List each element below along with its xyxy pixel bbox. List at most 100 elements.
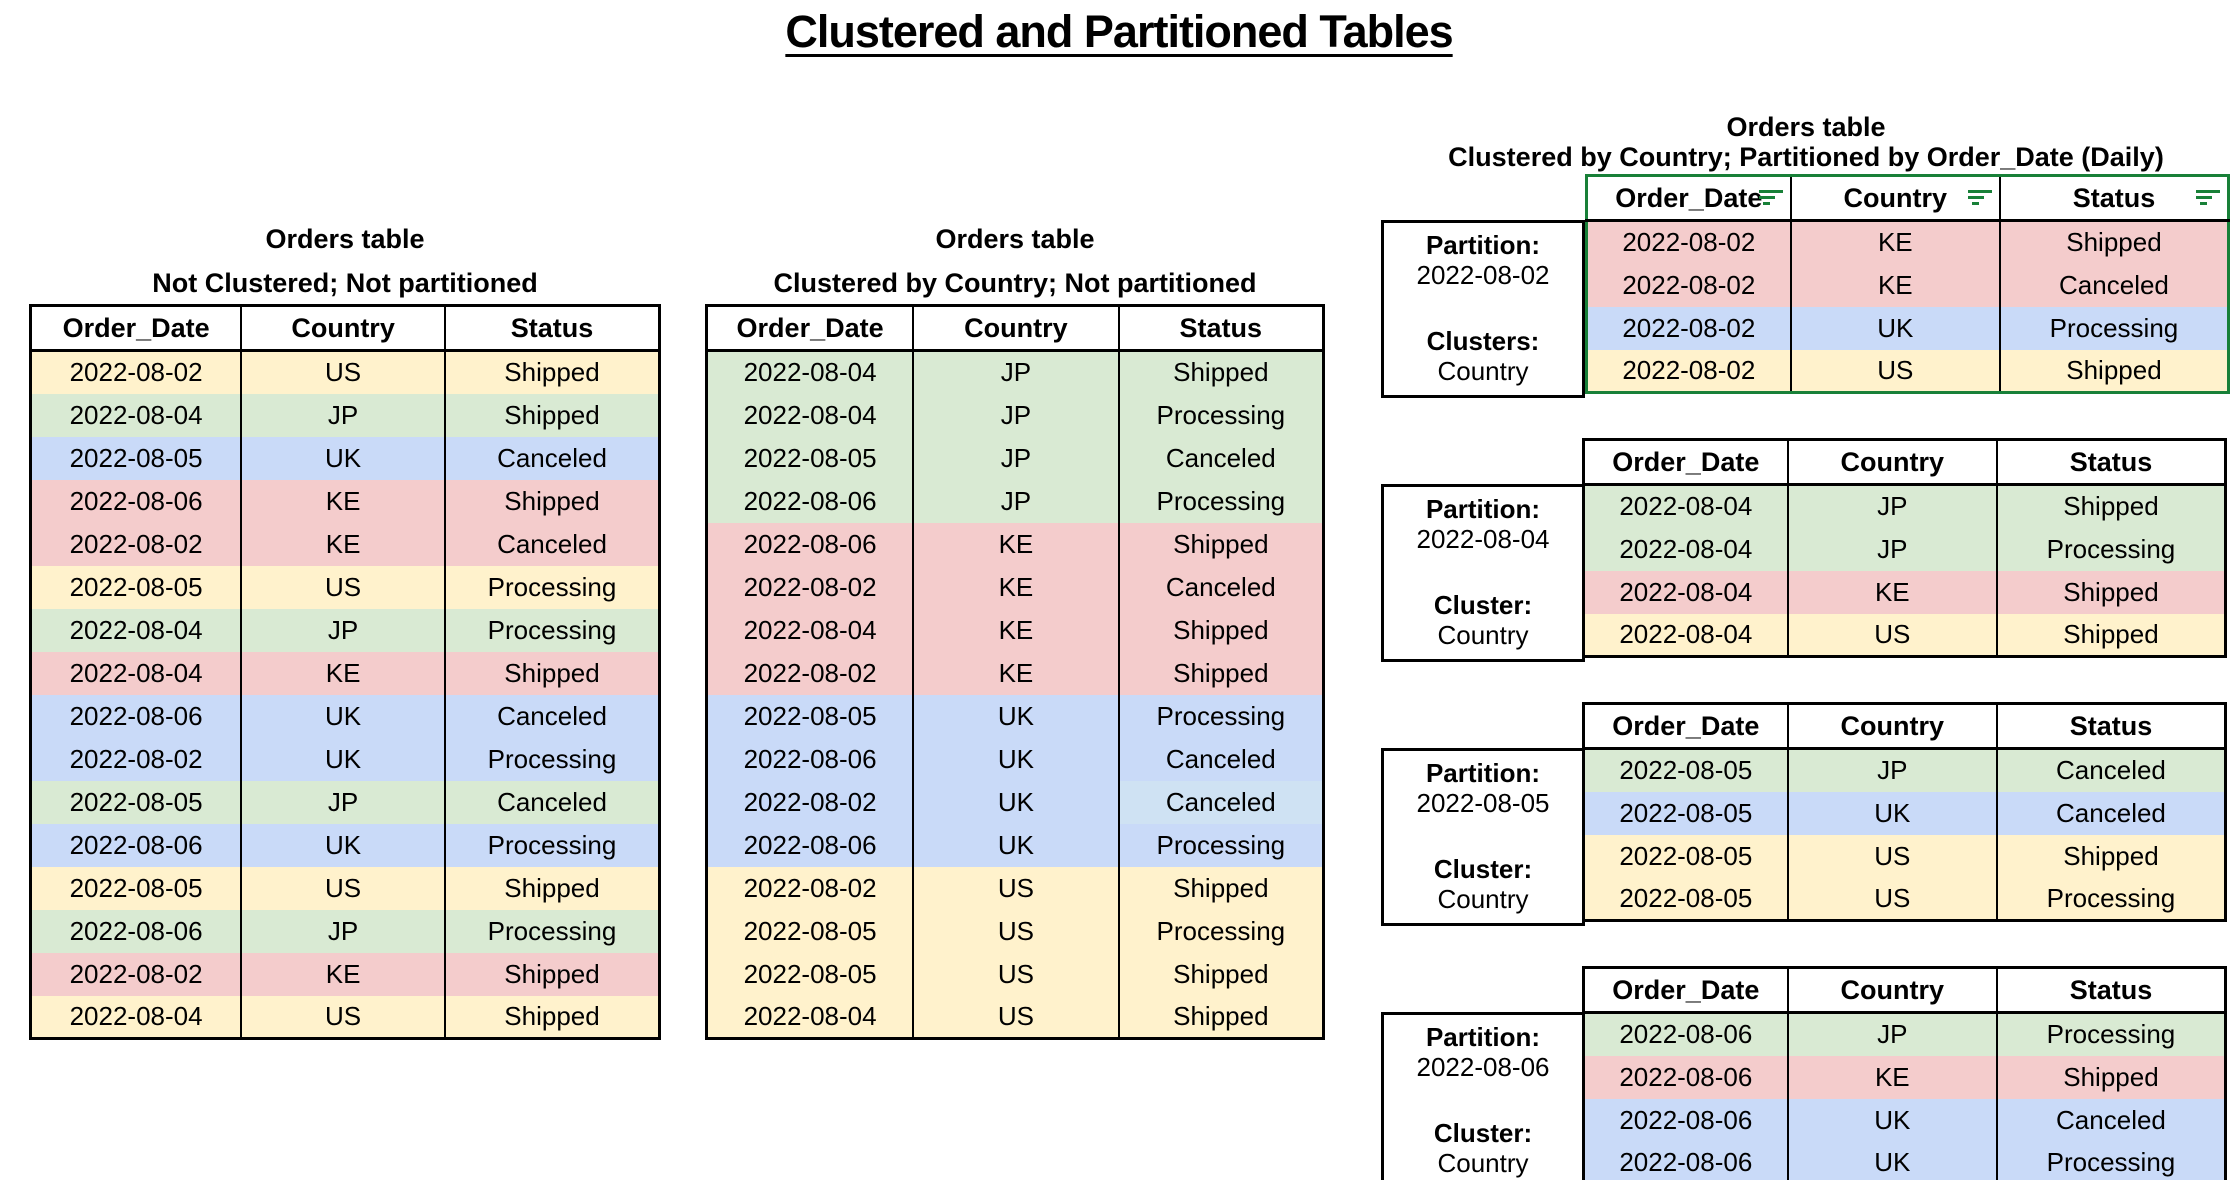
partition-table: Order_Date Country Status 2022-08-04 JP Ship… [1582,438,2227,658]
cell-country: JP [1786,748,1998,792]
cell-country: KE [240,952,446,996]
cell-country: JP [1786,484,1998,528]
cell-status: Shipped [1117,522,1325,566]
cell-country: JP [912,350,1120,394]
header-row: Order_Date Country Status [1582,967,2227,1014]
partition-label: Partition: 2022-08-06 Cluster: Country [1381,1012,1585,1180]
cell-country: US [1789,349,2001,393]
cell-order-date: 2022-08-04 [1582,527,1789,571]
cell-status: Processing [443,608,661,652]
filter-icon[interactable] [2196,190,2220,207]
table-subtitle: Clustered by Country; Not partitioned [773,268,1257,298]
table-row: 2022-08-06 JP Processing [705,479,1325,523]
cell-status: Shipped [443,995,661,1039]
cell-order-date: 2022-08-05 [705,952,915,996]
cell-country: JP [1786,1012,1998,1056]
column-header-status: Status [443,305,661,352]
filter-icon[interactable] [1758,190,1783,207]
table-row: 2022-08-06 UK Processing [29,823,661,867]
table-row: 2022-08-02 KE Shipped [29,952,661,996]
table-title: Orders table [935,224,1095,254]
orders-table-unclustered: Order_Date Country Status 2022-08-02 US Ship… [29,304,661,1040]
cell-status: Shipped [443,866,661,910]
cell-order-date: 2022-08-05 [1582,834,1789,878]
cell-country: KE [912,522,1120,566]
cell-country: UK [1786,1141,1998,1180]
cell-status: Shipped [1117,995,1325,1039]
cell-order-date: 2022-08-04 [705,393,915,437]
column-header-status: Status [1995,967,2227,1014]
partition-block-2022-08-05: Partition: 2022-08-05 Cluster: Country O… [1381,702,2231,926]
table-row: 2022-08-06 UK Processing [1582,1141,2227,1180]
table-row: 2022-08-05 US Processing [1582,877,2227,921]
cell-order-date: 2022-08-05 [29,565,243,609]
cell-status: Processing [1998,306,2230,350]
cell-country: KE [912,651,1120,695]
table-row: 2022-08-02 KE Canceled [705,565,1325,609]
table-title: Orders table [1726,112,1886,142]
table-row: 2022-08-06 JP Processing [29,909,661,953]
table-row: 2022-08-06 JP Processing [1582,1012,2227,1056]
partition-label: Partition: 2022-08-04 Cluster: Country [1381,484,1585,662]
cell-country: KE [1786,570,1998,614]
cell-country: JP [240,909,446,953]
table-row: 2022-08-05 US Shipped [1582,834,2227,878]
table-row: 2022-08-02 KE Shipped [1585,220,2230,264]
cell-status: Canceled [443,522,661,566]
cell-status: Shipped [1117,651,1325,695]
cell-country: UK [912,823,1120,867]
cell-order-date: 2022-08-02 [705,866,915,910]
column-header-order_date: Order_Date [1585,175,1792,222]
cell-country: UK [1786,1098,1998,1142]
cell-status: Canceled [1995,1098,2227,1142]
cell-status: Canceled [443,694,661,738]
cell-order-date: 2022-08-04 [29,651,243,695]
cell-order-date: 2022-08-06 [29,694,243,738]
cell-status: Canceled [1117,780,1325,824]
table-row: 2022-08-02 UK Processing [1585,306,2230,350]
cell-country: US [912,866,1120,910]
table-row: 2022-08-06 KE Shipped [1582,1055,2227,1099]
cell-status: Canceled [1995,791,2227,835]
table-row: 2022-08-04 KE Shipped [29,651,661,695]
cell-status: Shipped [1995,570,2227,614]
cell-status: Processing [1117,694,1325,738]
section-clustered: Orders table Clustered by Country; Not p… [705,212,1325,1040]
cell-country: US [240,866,446,910]
cell-order-date: 2022-08-06 [29,479,243,523]
column-header-country: Country [1786,967,1998,1014]
partition-table: Order_Date Country Status 2022-08-06 JP Proc… [1582,966,2227,1180]
partition-table: Order_Date Country Status 2022-08-02 KE Ship… [1585,174,2230,394]
cell-country: JP [912,393,1120,437]
table-subtitle: Not Clustered; Not partitioned [152,268,538,298]
table-row: 2022-08-04 US Shipped [705,995,1325,1039]
cell-order-date: 2022-08-02 [29,952,243,996]
cluster-info: Clusters: Country [1426,326,1540,386]
table-row: 2022-08-02 UK Processing [29,737,661,781]
cell-country: JP [240,608,446,652]
cell-order-date: 2022-08-06 [29,909,243,953]
cell-country: KE [1789,220,2001,264]
table-row: 2022-08-06 UK Canceled [1582,1098,2227,1142]
cell-country: UK [912,780,1120,824]
cell-status: Processing [443,823,661,867]
column-header-status: Status [1998,175,2230,222]
cell-country: KE [240,651,446,695]
cell-order-date: 2022-08-05 [29,866,243,910]
cell-order-date: 2022-08-05 [29,780,243,824]
cell-order-date: 2022-08-02 [1585,263,1792,307]
table-row: 2022-08-04 KE Shipped [1582,570,2227,614]
cell-status: Processing [1995,1141,2227,1180]
cell-status: Shipped [1995,834,2227,878]
table-row: 2022-08-02 US Shipped [1585,349,2230,393]
table-row: 2022-08-06 UK Canceled [705,737,1325,781]
table-row: 2022-08-06 KE Shipped [705,522,1325,566]
column-header-order_date: Order_Date [1582,967,1789,1014]
filter-icon[interactable] [1967,190,1992,207]
cell-status: Processing [1117,823,1325,867]
column-header-country: Country [240,305,446,352]
cell-country: UK [912,737,1120,781]
cell-country: KE [912,608,1120,652]
header-row: Order_Date Country Status [29,305,661,352]
partition-block-2022-08-06: Partition: 2022-08-06 Cluster: Country O… [1381,966,2231,1180]
